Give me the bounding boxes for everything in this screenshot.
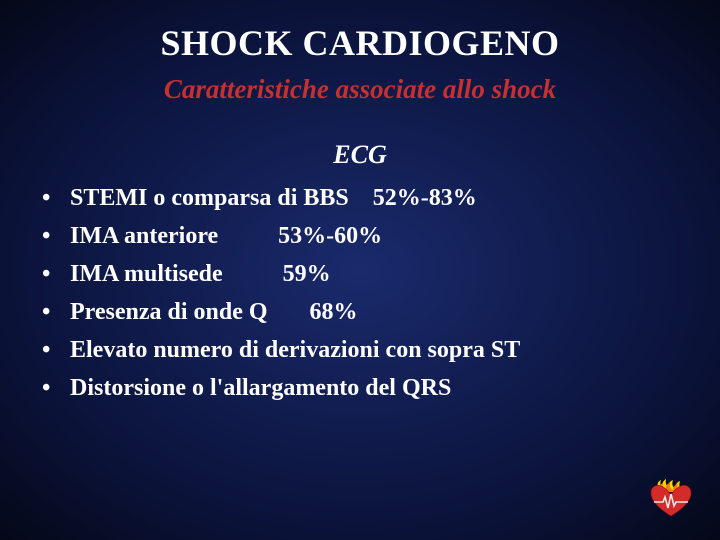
- bullet-list: • STEMI o comparsa di BBS 52%-83% • IMA …: [42, 180, 700, 408]
- list-item-text: Distorsione o l'allargamento del QRS: [70, 370, 451, 406]
- list-item-text: IMA anteriore 53%-60%: [70, 218, 382, 254]
- list-item-text: Elevato numero di derivazioni con sopra …: [70, 332, 520, 368]
- list-item: • STEMI o comparsa di BBS 52%-83%: [42, 180, 700, 216]
- slide-subtitle: Caratteristiche associate allo shock: [0, 74, 720, 105]
- list-item: • IMA multisede 59%: [42, 256, 700, 292]
- bullet-icon: •: [42, 180, 70, 216]
- heart-flame-icon: [648, 478, 694, 518]
- slide-title: SHOCK CARDIOGENO: [0, 22, 720, 64]
- list-item-text: Presenza di onde Q 68%: [70, 294, 358, 330]
- list-item-text: IMA multisede 59%: [70, 256, 331, 292]
- section-heading: ECG: [0, 140, 720, 170]
- bullet-icon: •: [42, 332, 70, 368]
- list-item: • Presenza di onde Q 68%: [42, 294, 700, 330]
- bullet-icon: •: [42, 256, 70, 292]
- list-item: • IMA anteriore 53%-60%: [42, 218, 700, 254]
- bullet-icon: •: [42, 294, 70, 330]
- list-item: • Elevato numero di derivazioni con sopr…: [42, 332, 700, 368]
- bullet-icon: •: [42, 370, 70, 406]
- list-item: • Distorsione o l'allargamento del QRS: [42, 370, 700, 406]
- list-item-text: STEMI o comparsa di BBS 52%-83%: [70, 180, 477, 216]
- bullet-icon: •: [42, 218, 70, 254]
